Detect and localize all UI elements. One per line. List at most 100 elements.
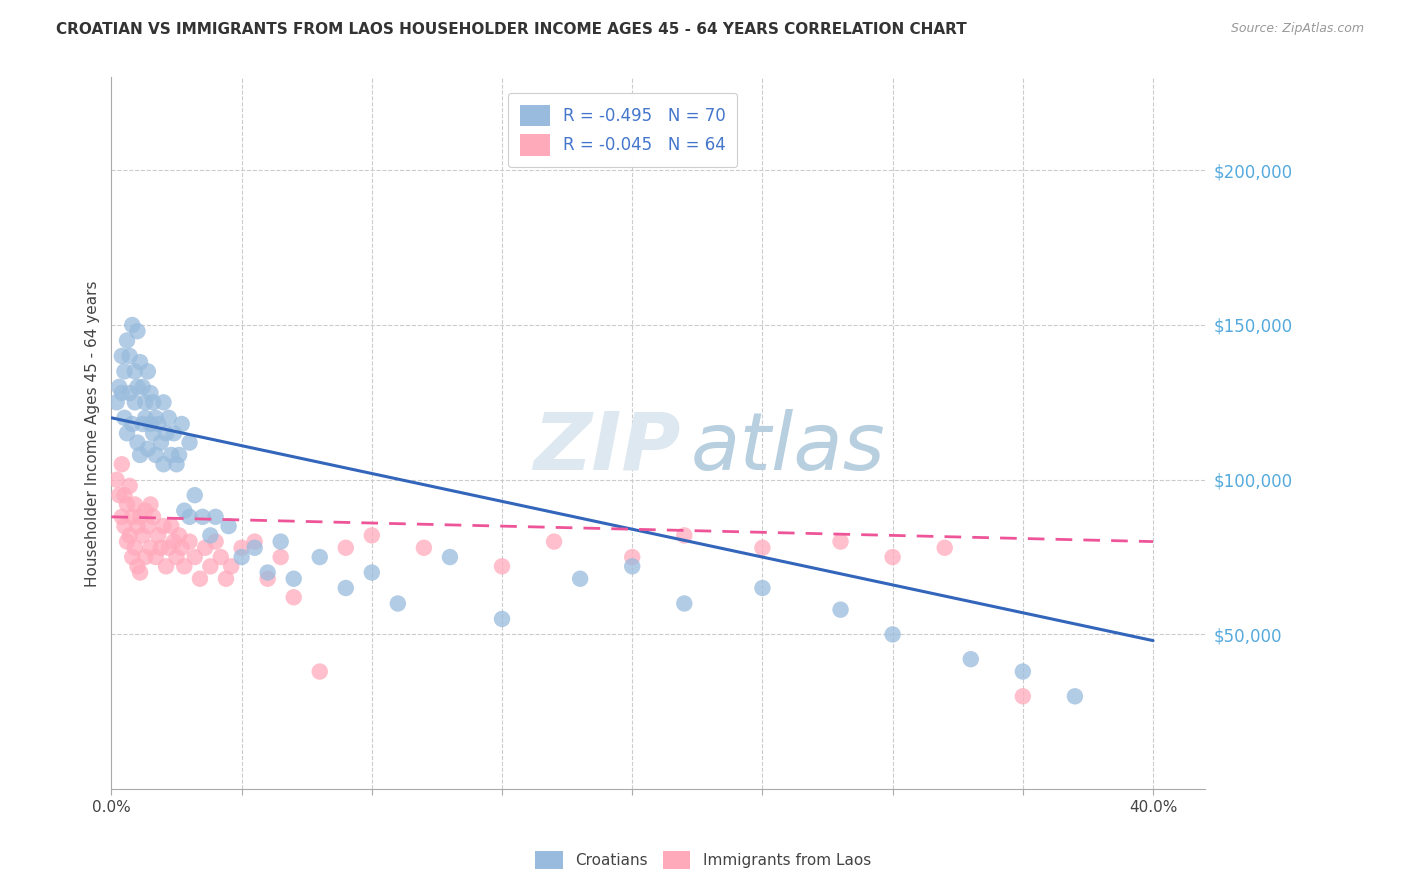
- Point: [108, 380, 131, 394]
- Point: [491, 559, 513, 574]
- Point: [136, 442, 159, 456]
- Point: [149, 541, 172, 555]
- Point: [335, 581, 357, 595]
- Point: [163, 426, 186, 441]
- Point: [1011, 665, 1033, 679]
- Point: [204, 509, 226, 524]
- Point: [335, 541, 357, 555]
- Point: [124, 498, 146, 512]
- Point: [129, 509, 152, 524]
- Point: [139, 417, 162, 431]
- Point: [134, 550, 156, 565]
- Point: [121, 509, 143, 524]
- Point: [167, 448, 190, 462]
- Point: [1011, 690, 1033, 704]
- Point: [121, 318, 143, 332]
- Point: [142, 395, 165, 409]
- Point: [129, 566, 152, 580]
- Point: [105, 395, 128, 409]
- Point: [218, 519, 240, 533]
- Point: [139, 498, 162, 512]
- Point: [491, 612, 513, 626]
- Point: [308, 550, 330, 565]
- Point: [118, 386, 141, 401]
- Point: [115, 426, 138, 441]
- Point: [127, 435, 149, 450]
- Y-axis label: Householder Income Ages 45 - 64 years: Householder Income Ages 45 - 64 years: [86, 280, 100, 587]
- Point: [121, 550, 143, 565]
- Point: [283, 572, 305, 586]
- Point: [166, 550, 188, 565]
- Point: [134, 410, 156, 425]
- Point: [127, 380, 149, 394]
- Point: [149, 435, 172, 450]
- Point: [108, 488, 131, 502]
- Point: [148, 417, 170, 431]
- Point: [830, 534, 852, 549]
- Point: [270, 534, 292, 549]
- Point: [204, 534, 226, 549]
- Point: [283, 591, 305, 605]
- Point: [124, 395, 146, 409]
- Text: CROATIAN VS IMMIGRANTS FROM LAOS HOUSEHOLDER INCOME AGES 45 - 64 YEARS CORRELATI: CROATIAN VS IMMIGRANTS FROM LAOS HOUSEHO…: [56, 22, 967, 37]
- Point: [142, 426, 165, 441]
- Point: [145, 448, 167, 462]
- Point: [179, 435, 201, 450]
- Point: [134, 503, 156, 517]
- Point: [111, 386, 134, 401]
- Point: [129, 448, 152, 462]
- Point: [830, 602, 852, 616]
- Point: [751, 581, 773, 595]
- Point: [360, 566, 382, 580]
- Point: [184, 550, 207, 565]
- Point: [209, 550, 232, 565]
- Text: ZIP: ZIP: [533, 409, 681, 486]
- Point: [170, 417, 193, 431]
- Text: atlas: atlas: [692, 409, 886, 486]
- Point: [124, 541, 146, 555]
- Point: [959, 652, 981, 666]
- Point: [166, 457, 188, 471]
- Point: [157, 541, 180, 555]
- Point: [114, 364, 136, 378]
- Point: [173, 559, 195, 574]
- Point: [173, 503, 195, 517]
- Point: [882, 550, 904, 565]
- Point: [439, 550, 461, 565]
- Point: [139, 541, 162, 555]
- Point: [155, 426, 177, 441]
- Point: [136, 519, 159, 533]
- Point: [215, 572, 238, 586]
- Point: [152, 457, 174, 471]
- Point: [1064, 690, 1087, 704]
- Point: [111, 509, 134, 524]
- Text: Source: ZipAtlas.com: Source: ZipAtlas.com: [1230, 22, 1364, 36]
- Point: [152, 519, 174, 533]
- Legend: Croatians, Immigrants from Laos: Croatians, Immigrants from Laos: [529, 845, 877, 875]
- Point: [127, 324, 149, 338]
- Point: [127, 519, 149, 533]
- Point: [121, 417, 143, 431]
- Point: [308, 665, 330, 679]
- Point: [243, 541, 266, 555]
- Point: [243, 534, 266, 549]
- Point: [167, 528, 190, 542]
- Point: [105, 473, 128, 487]
- Point: [179, 509, 201, 524]
- Point: [131, 417, 153, 431]
- Point: [142, 509, 165, 524]
- Point: [543, 534, 565, 549]
- Point: [673, 597, 696, 611]
- Point: [127, 559, 149, 574]
- Point: [231, 550, 253, 565]
- Point: [145, 550, 167, 565]
- Point: [621, 559, 644, 574]
- Point: [148, 528, 170, 542]
- Point: [124, 364, 146, 378]
- Point: [114, 410, 136, 425]
- Point: [569, 572, 592, 586]
- Point: [118, 528, 141, 542]
- Point: [387, 597, 409, 611]
- Point: [139, 386, 162, 401]
- Point: [131, 528, 153, 542]
